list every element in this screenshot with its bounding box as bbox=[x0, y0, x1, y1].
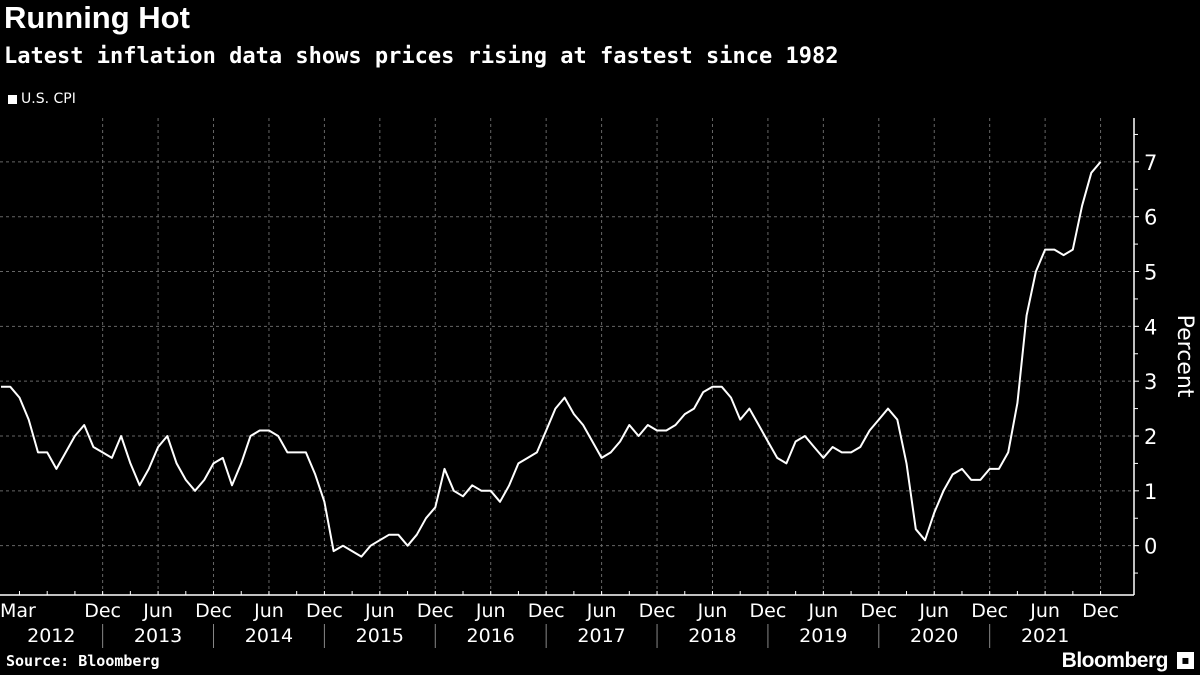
y-tick-label: 3 bbox=[1144, 370, 1157, 394]
x-tick-label: Dec bbox=[750, 600, 787, 622]
x-year-label: 2020 bbox=[910, 625, 958, 647]
y-tick-label: 5 bbox=[1144, 261, 1157, 285]
x-year-label: 2017 bbox=[577, 625, 625, 647]
legend-swatch bbox=[8, 94, 17, 104]
bloomberg-logo-icon: ▪ bbox=[1177, 652, 1194, 669]
chart-subtitle: Latest inflation data shows prices risin… bbox=[4, 44, 839, 69]
x-year-label: 2014 bbox=[245, 625, 293, 647]
x-tick-label: Jun bbox=[586, 600, 617, 622]
x-year-label: 2015 bbox=[356, 625, 404, 647]
legend-label: U.S. CPI bbox=[21, 91, 76, 107]
x-tick-label: Dec bbox=[860, 600, 897, 622]
y-axis-label: Percent bbox=[1172, 315, 1197, 398]
x-tick-label: Jun bbox=[918, 600, 949, 622]
x-tick-label: Dec bbox=[306, 600, 343, 622]
x-year-label: 2019 bbox=[799, 625, 847, 647]
x-tick-label: Jun bbox=[253, 600, 284, 622]
bloomberg-logo: Bloomberg bbox=[1061, 649, 1169, 672]
x-tick-label: Jun bbox=[364, 600, 395, 622]
x-tick-label: Dec bbox=[195, 600, 232, 622]
y-tick-label: 2 bbox=[1144, 425, 1157, 449]
y-tick-label: 1 bbox=[1144, 480, 1157, 504]
x-year-label: 2013 bbox=[134, 625, 182, 647]
x-tick-label: Jun bbox=[1029, 600, 1060, 622]
x-tick-label: Jun bbox=[142, 600, 173, 622]
x-year-label: 2018 bbox=[688, 625, 736, 647]
x-tick-label: Jun bbox=[475, 600, 506, 622]
source-note: Source: Bloomberg bbox=[6, 652, 160, 670]
y-tick-label: 6 bbox=[1144, 206, 1157, 230]
x-tick-label: Dec bbox=[84, 600, 121, 622]
x-tick-label: Dec bbox=[639, 600, 676, 622]
y-tick-label: 0 bbox=[1144, 535, 1157, 559]
x-tick-label: Jun bbox=[808, 600, 839, 622]
x-tick-label: Jun bbox=[697, 600, 728, 622]
legend: U.S. CPI bbox=[8, 91, 76, 107]
chart-title: Running Hot bbox=[4, 0, 190, 35]
x-tick-label: Dec bbox=[528, 600, 565, 622]
y-tick-label: 7 bbox=[1144, 151, 1157, 175]
y-tick-label: 4 bbox=[1144, 315, 1157, 339]
x-year-label: 2021 bbox=[1021, 625, 1069, 647]
x-tick-label: Dec bbox=[1082, 600, 1119, 622]
x-year-label: 2012 bbox=[27, 625, 75, 647]
x-tick-label: Dec bbox=[417, 600, 454, 622]
x-year-label: 2016 bbox=[467, 625, 515, 647]
x-tick-label: Dec bbox=[971, 600, 1008, 622]
cpi-series-line bbox=[1, 161, 1102, 558]
x-tick-label: Mar bbox=[0, 600, 36, 622]
